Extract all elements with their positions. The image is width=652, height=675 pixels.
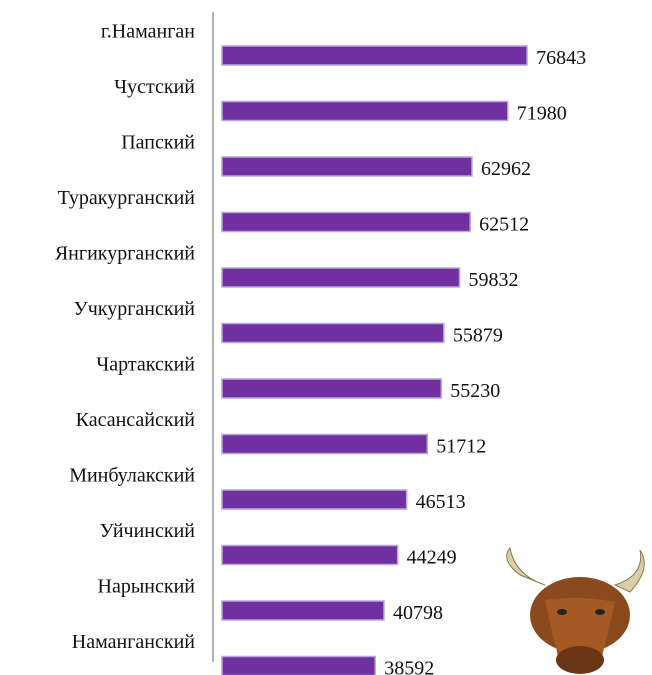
bar — [221, 600, 385, 621]
category-label: Янгикурганский — [55, 243, 195, 265]
value-label: 71980 — [517, 103, 567, 125]
bull-illustration — [506, 546, 645, 674]
category-label: г.Наманган — [101, 21, 195, 43]
value-label: 46513 — [416, 491, 466, 513]
category-label: Касансайский — [76, 409, 196, 431]
value-label: 76843 — [536, 47, 586, 69]
value-label: 40798 — [393, 602, 443, 624]
value-label: 38592 — [384, 658, 434, 675]
bar — [221, 378, 443, 399]
value-label: 62962 — [481, 158, 531, 180]
value-label: 55230 — [450, 380, 500, 402]
category-label: Чартакский — [96, 354, 195, 376]
bar — [221, 322, 445, 344]
category-label: Учкурганский — [74, 298, 196, 320]
bar — [221, 156, 473, 177]
value-label: 59832 — [469, 269, 519, 291]
bar — [221, 433, 429, 455]
value-label: 55879 — [453, 325, 503, 347]
value-label: 51712 — [436, 436, 486, 458]
bar — [221, 100, 509, 122]
category-label: Наманганский — [72, 631, 196, 653]
bar — [221, 544, 399, 566]
bar — [221, 655, 376, 675]
category-label: Папский — [121, 132, 195, 154]
bar — [221, 267, 461, 288]
category-label: Туракурганский — [58, 187, 196, 209]
bar — [221, 489, 408, 510]
bar — [221, 45, 528, 66]
category-label: Нарынский — [98, 576, 196, 598]
category-label: Минбулакский — [69, 465, 195, 487]
category-label: Уйчинский — [100, 520, 196, 542]
bar — [221, 211, 471, 233]
value-label: 62512 — [479, 214, 529, 236]
category-label: Чустский — [114, 76, 195, 98]
value-label: 44249 — [407, 547, 457, 569]
